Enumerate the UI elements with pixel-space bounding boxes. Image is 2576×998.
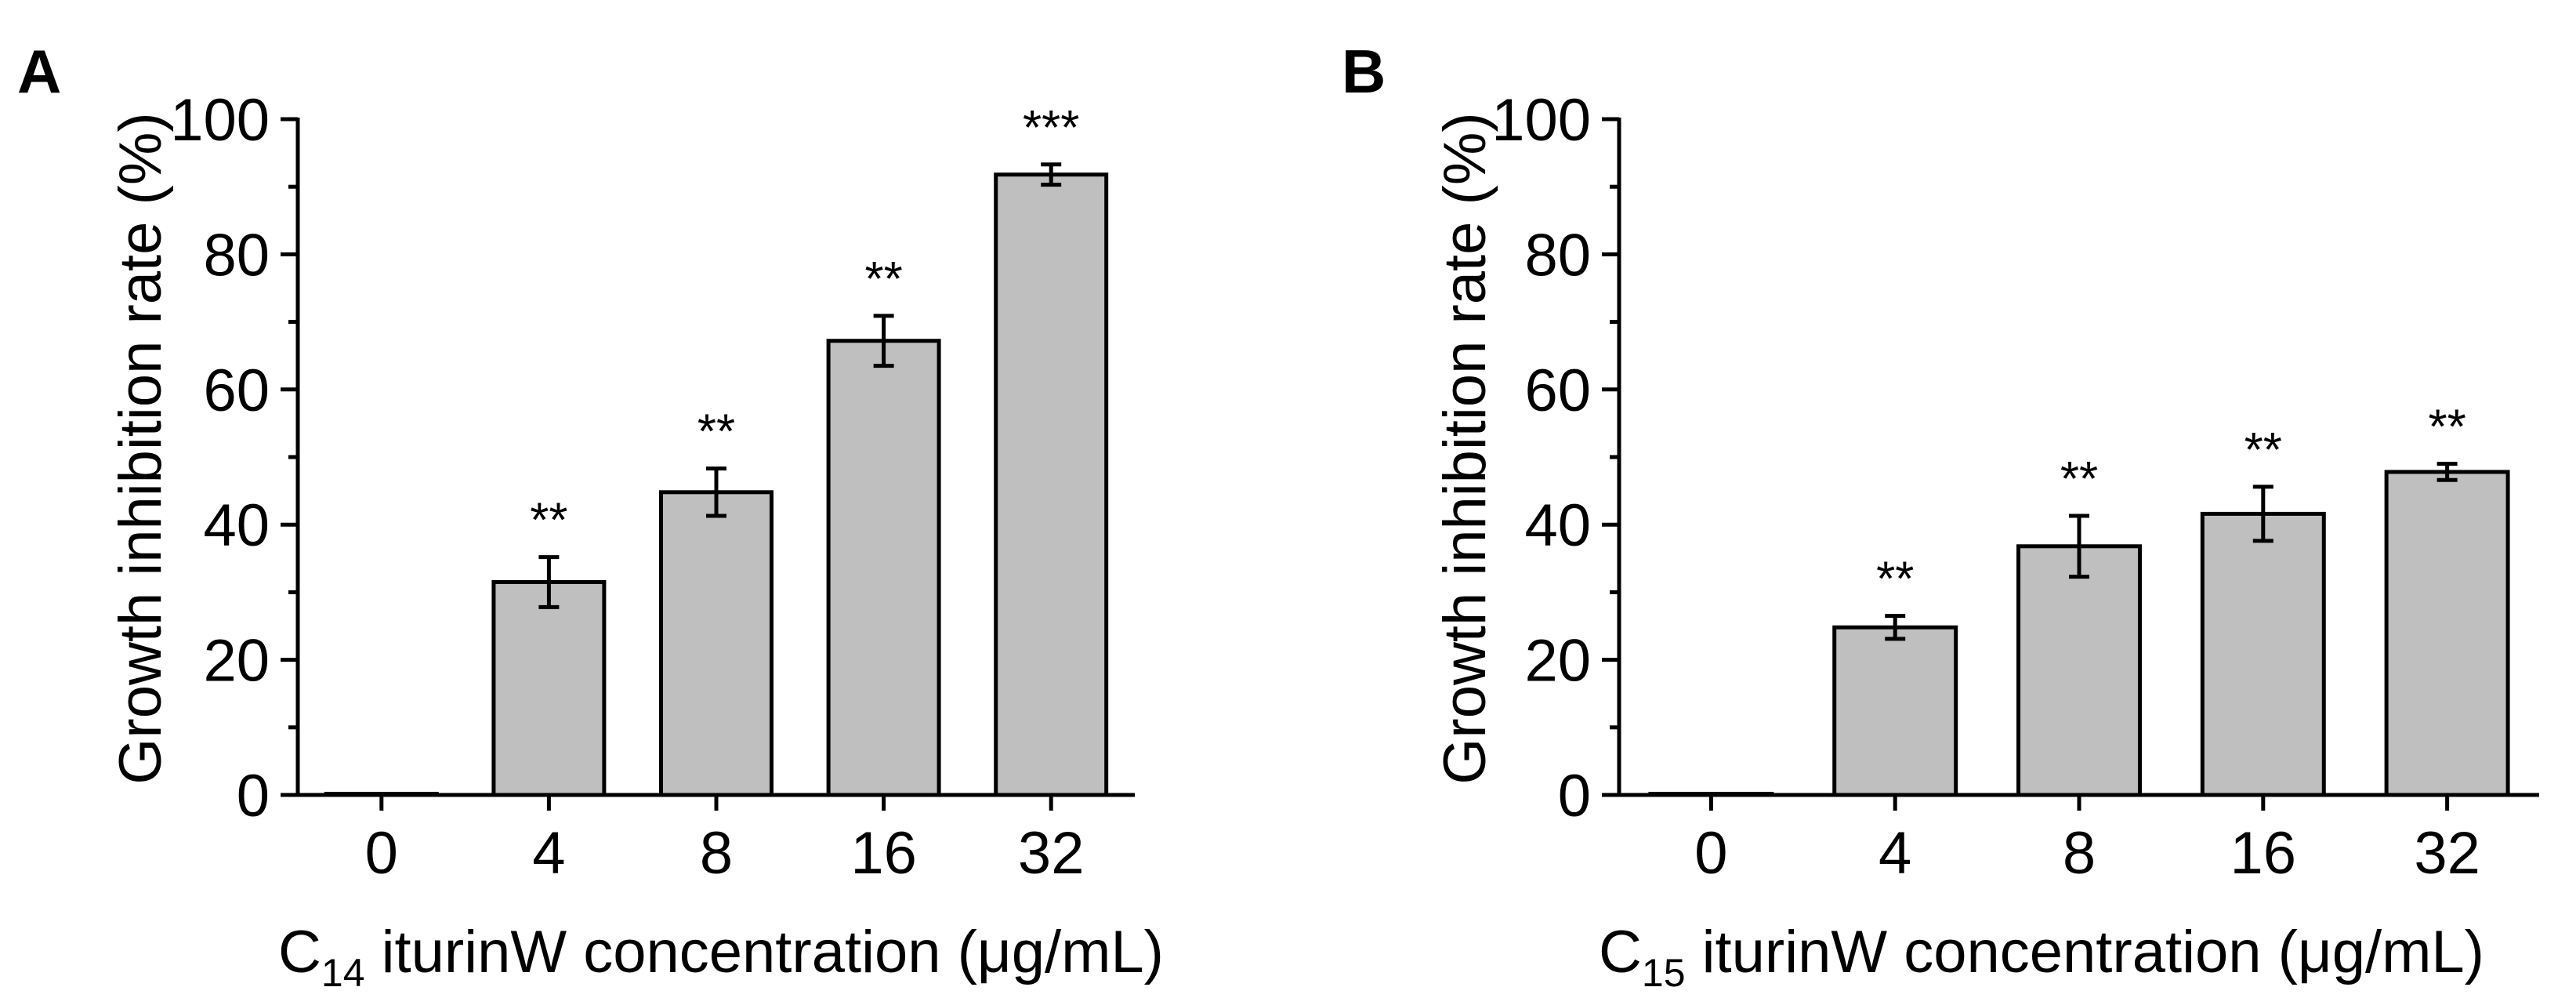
y-axis-label-b: Growth inhibition rate (%) [1432,112,1498,784]
y-tick-label-a: 60 [203,357,270,424]
x-tick-label-b: 16 [2230,820,2297,887]
x-tick-label-a: 8 [700,820,733,887]
significance-label-b: ** [2060,452,2098,506]
chart-panel-b: B Growth inhibition rate (%) C15 iturinW… [1342,37,2539,995]
bar-b [1648,792,1774,797]
y-tick-label-a: 40 [203,492,270,559]
x-axis-label-a-prefix: C [278,919,321,985]
y-tick-label-a: 0 [237,763,270,829]
panel-label-a: A [17,37,61,106]
panel-label-b: B [1342,37,1386,106]
x-axis-label-b-prefix: C [1599,919,1642,985]
x-axis-label-b-subscript: 15 [1642,951,1686,995]
y-tick-label-b: 60 [1524,357,1591,424]
bar-b [2200,511,2326,797]
bar-a [324,792,439,797]
y-tick-label-a: 100 [170,87,270,154]
y-tick-label-b: 100 [1491,87,1591,154]
bar-b [2384,470,2510,797]
bar-b [2016,544,2142,797]
x-axis-label-b-rest: iturinW concentration (μg/mL) [1686,919,2484,985]
x-axis-label-a-subscript: 14 [321,951,365,995]
x-tick-label-b: 8 [2063,820,2096,887]
significance-label-a: ** [864,252,902,307]
bar-a [659,490,774,797]
significance-label-a: *** [1023,101,1079,155]
x-axis-label-a: C14 iturinW concentration (μg/mL) [278,919,1164,995]
x-tick-label-a: 32 [1018,820,1085,887]
y-tick-label-b: 40 [1524,492,1591,559]
x-tick-label-a: 4 [532,820,565,887]
significance-label-a: ** [697,405,735,459]
y-tick-label-b: 20 [1524,628,1591,695]
x-tick-label-a: 16 [850,820,917,887]
y-tick-label-b: 0 [1558,763,1591,829]
significance-label-b: ** [2244,423,2282,477]
x-axis-label-a-rest: iturinW concentration (μg/mL) [365,919,1164,985]
y-axis-label-a: Growth inhibition rate (%) [107,112,174,784]
x-tick-label-b: 0 [1694,820,1727,887]
x-tick-label-b: 32 [2414,820,2480,887]
bar-a [994,172,1109,797]
chart-panel-a: A Growth inhibition rate (%) C14 iturinW… [17,37,1164,995]
bar-b [1832,625,1958,797]
significance-label-a: ** [530,494,567,548]
x-tick-label-b: 4 [1879,820,1911,887]
y-tick-label-a: 20 [203,628,270,695]
y-tick-label-a: 80 [203,222,270,289]
x-tick-label-a: 0 [365,820,398,887]
bar-a [491,579,607,797]
y-tick-label-b: 80 [1524,222,1591,289]
x-axis-label-b: C15 iturinW concentration (μg/mL) [1599,919,2484,995]
significance-label-b: ** [1876,553,1914,607]
bar-a [826,339,941,797]
significance-label-b: ** [2428,401,2465,455]
